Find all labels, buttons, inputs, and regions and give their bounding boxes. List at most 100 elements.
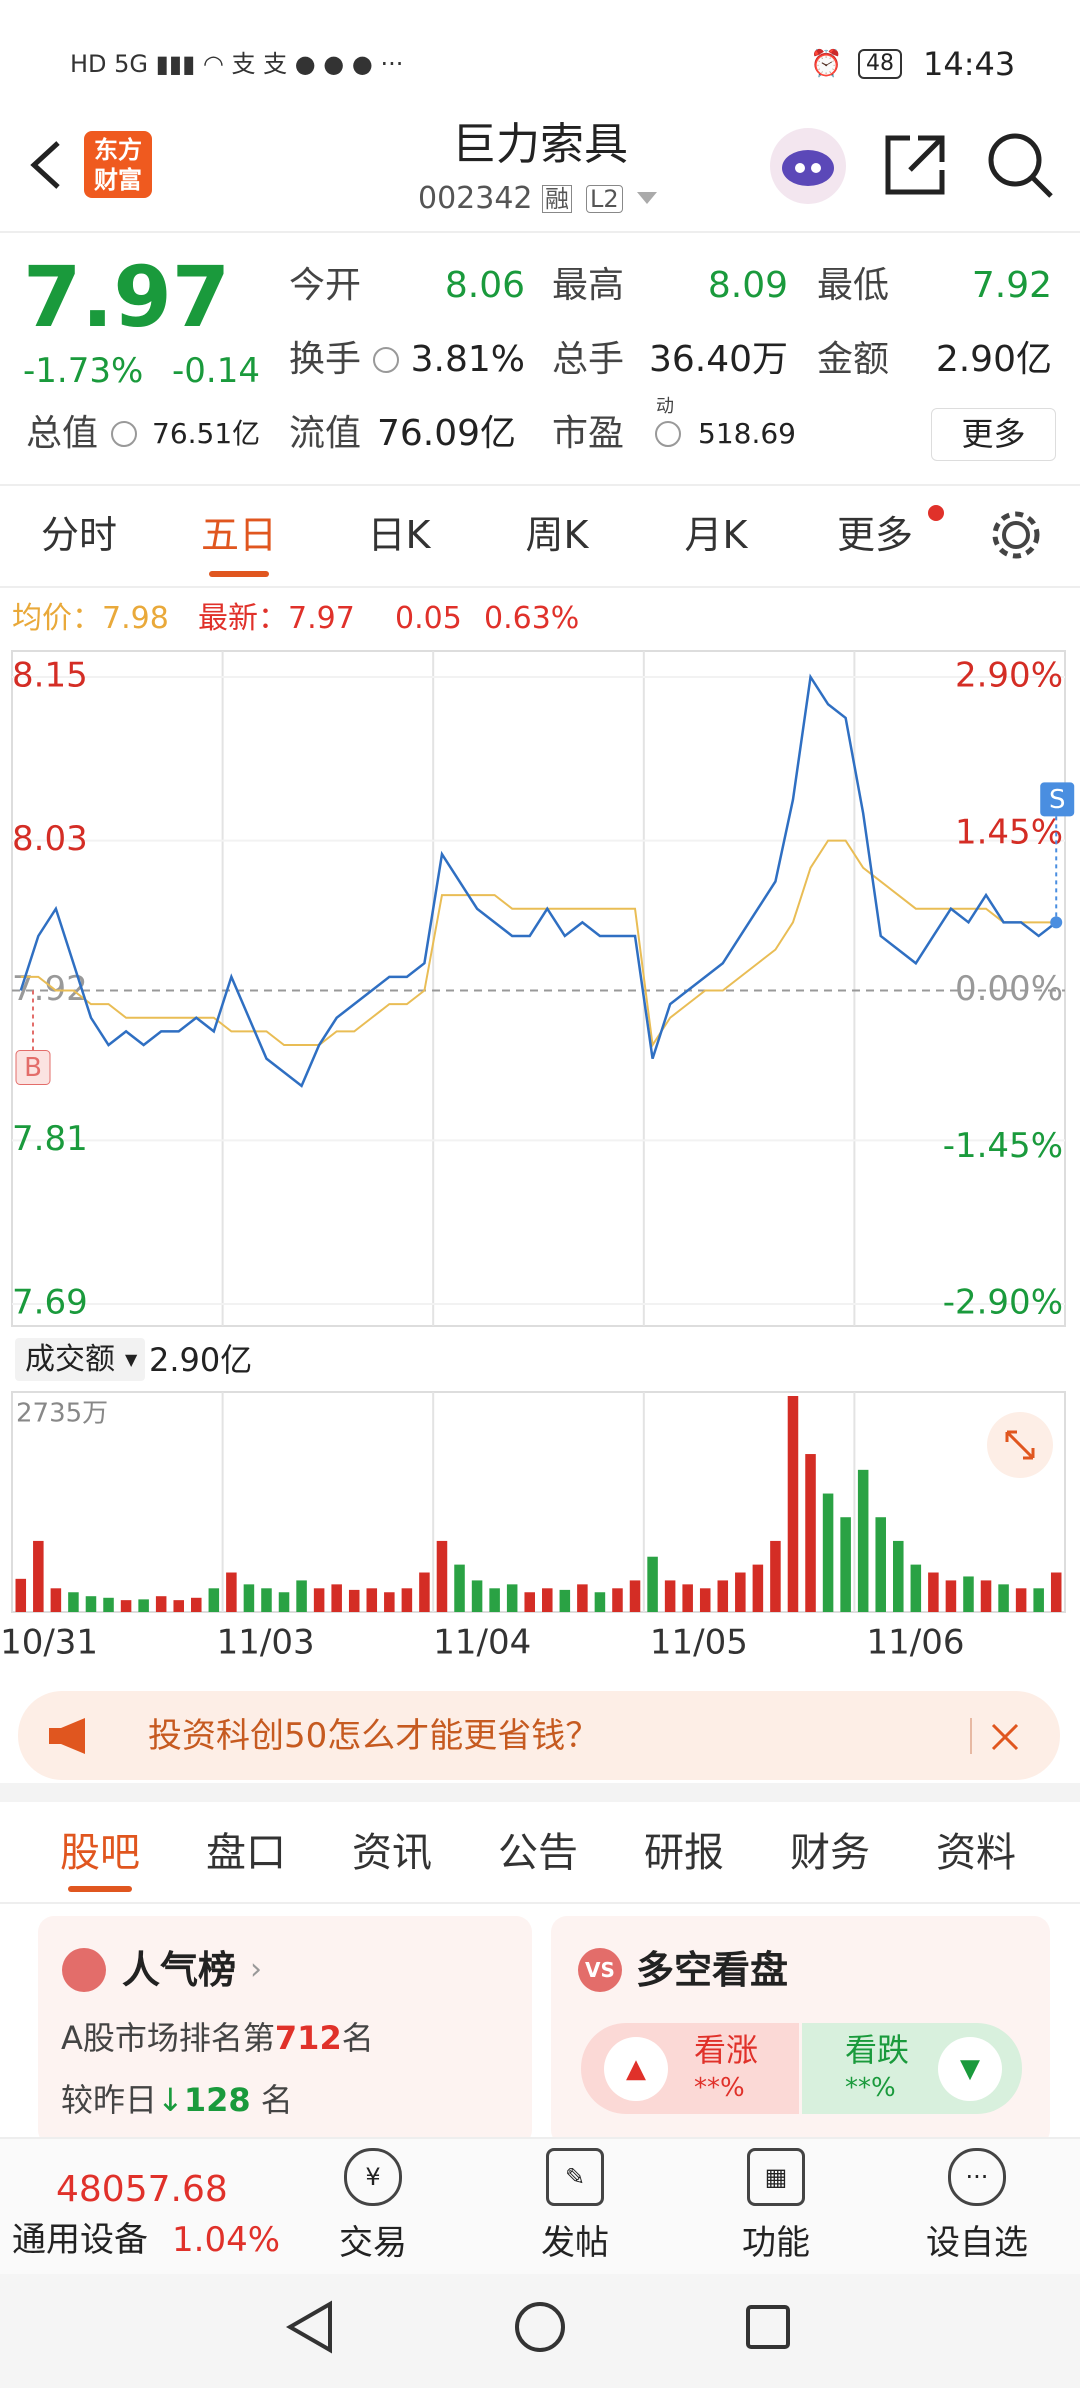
stat-label: 市盈 <box>552 413 625 454</box>
volume-bar <box>384 1592 395 1612</box>
volume-selector[interactable]: 成交额 ▼ <box>15 1338 145 1381</box>
volume-bar <box>33 1540 44 1612</box>
content-tab[interactable]: 盘口 <box>206 1830 286 1876</box>
volume-total: 2.90亿 <box>149 1341 253 1379</box>
period-tab[interactable]: 分时 <box>40 513 118 557</box>
divider <box>0 1902 1080 1904</box>
action-label[interactable]: 交易 <box>339 2223 407 2263</box>
volume-bar <box>243 1584 255 1612</box>
divider <box>0 484 1080 486</box>
stat-label: 换手 <box>289 339 362 380</box>
volume-bar <box>928 1572 939 1612</box>
volume-bar <box>910 1564 922 1612</box>
down-arrow: ↓ <box>157 2081 184 2119</box>
latest-price: 最新：7.97 <box>198 601 355 636</box>
delta-text: 较昨日 <box>61 2081 158 2119</box>
volume-bar <box>103 1597 114 1612</box>
search-button[interactable] <box>985 130 1055 200</box>
sector-name[interactable]: 通用设备 <box>12 2220 148 2260</box>
alarm-icon: ⏰ <box>810 49 843 79</box>
volume-bar <box>348 1589 360 1612</box>
action-icon[interactable]: ▦ <box>747 2148 805 2206</box>
action-label[interactable]: 发帖 <box>541 2223 609 2263</box>
nav-recent[interactable] <box>746 2305 790 2349</box>
volume-bar <box>524 1592 535 1612</box>
action-icon[interactable]: ✎ <box>546 2148 604 2206</box>
y-tick-label: 8.03 <box>12 819 88 859</box>
action-icon[interactable]: ¥ <box>344 2148 402 2206</box>
volume-bar <box>577 1584 588 1612</box>
volume-bar <box>822 1493 834 1612</box>
period-tab[interactable]: 日K <box>367 513 431 557</box>
share-button[interactable] <box>880 130 950 200</box>
period-tab[interactable]: 五日 <box>200 513 278 557</box>
close-button[interactable] <box>990 1722 1020 1752</box>
down-icon: ▼ <box>938 2037 1002 2101</box>
content-tab[interactable]: 资料 <box>936 1830 1016 1876</box>
volume-bar <box>261 1588 272 1612</box>
volume-bar <box>208 1588 220 1612</box>
period-tab[interactable]: 周K <box>525 513 589 557</box>
action-label[interactable]: 设自选 <box>926 2223 1028 2263</box>
rank: 712 <box>274 2019 342 2057</box>
rank-text: A股市场排名第 <box>61 2019 275 2057</box>
banner[interactable] <box>18 1691 1060 1780</box>
volume-bar <box>752 1564 764 1612</box>
expand-button[interactable] <box>985 1410 1055 1480</box>
volume-bar <box>963 1576 974 1612</box>
clock: 14:43 <box>923 45 1016 83</box>
content-tab[interactable]: 股吧 <box>60 1830 140 1876</box>
chevron: › <box>250 1952 262 1987</box>
card-title: 多空看盘 <box>636 1948 789 1992</box>
stat-value: 76.09亿 <box>377 413 517 454</box>
x-tick-label: 10/31 <box>0 1623 98 1663</box>
index-value[interactable]: 48057.68 <box>56 2169 228 2210</box>
stat-label: 最低 <box>817 265 890 306</box>
nav-back[interactable] <box>285 2300 332 2354</box>
stat-value: 76.51亿 <box>152 417 261 450</box>
action-icon[interactable]: ··· <box>948 2148 1006 2206</box>
volume-bar <box>313 1588 325 1612</box>
content-tab[interactable]: 财务 <box>790 1830 870 1876</box>
content-tab[interactable]: 研报 <box>644 1830 724 1876</box>
x-tick-label: 11/04 <box>433 1623 531 1663</box>
tab-underline <box>68 1886 132 1892</box>
action-label[interactable]: 功能 <box>742 2223 810 2263</box>
more-button[interactable]: 更多 <box>931 408 1056 461</box>
divider <box>0 586 1080 588</box>
settings-button[interactable] <box>990 509 1042 561</box>
dropdown[interactable] <box>635 190 659 208</box>
stat-value: 8.09 <box>707 265 788 306</box>
bottom-bar <box>0 2137 1080 2276</box>
volume-bar <box>366 1588 378 1612</box>
stat-value: 7.92 <box>971 265 1052 306</box>
megaphone-icon <box>49 1718 85 1754</box>
period-tab[interactable]: 更多 <box>836 513 914 557</box>
volume-tick-label: 2735万 <box>16 1399 108 1429</box>
avg-line <box>20 839 1057 1048</box>
volume-bar <box>401 1588 413 1612</box>
assistant-icon[interactable] <box>768 126 848 206</box>
volume-bar <box>699 1588 711 1612</box>
sector-pct[interactable]: 1.04% <box>172 2220 281 2260</box>
volume-bar <box>419 1572 430 1612</box>
stat-label: 流值 <box>289 413 362 454</box>
y2-tick-label: 0.00% <box>955 969 1063 1009</box>
x-tick-label: 11/06 <box>866 1623 964 1663</box>
volume-bar <box>331 1584 342 1612</box>
back-button[interactable] <box>20 135 70 195</box>
volume-bar <box>770 1540 781 1612</box>
tag: L2 <box>586 185 623 213</box>
content-tab[interactable]: 资讯 <box>352 1830 432 1876</box>
stat-value: 518.69 <box>698 417 796 450</box>
chart: 7.697.817.928.038.15-2.90%-1.45%0.00%1.4… <box>0 650 1075 1663</box>
nav-home[interactable] <box>515 2302 565 2352</box>
sell-marker <box>1040 782 1075 817</box>
period-tab[interactable]: 月K <box>684 513 748 557</box>
nav-bar <box>0 2274 1080 2388</box>
content-tab[interactable]: 公告 <box>498 1830 578 1876</box>
popularity-card[interactable] <box>38 1916 532 2146</box>
banner-text[interactable]: 投资科创50怎么才能更省钱？ <box>148 1716 600 1756</box>
volume-bar <box>454 1564 465 1612</box>
